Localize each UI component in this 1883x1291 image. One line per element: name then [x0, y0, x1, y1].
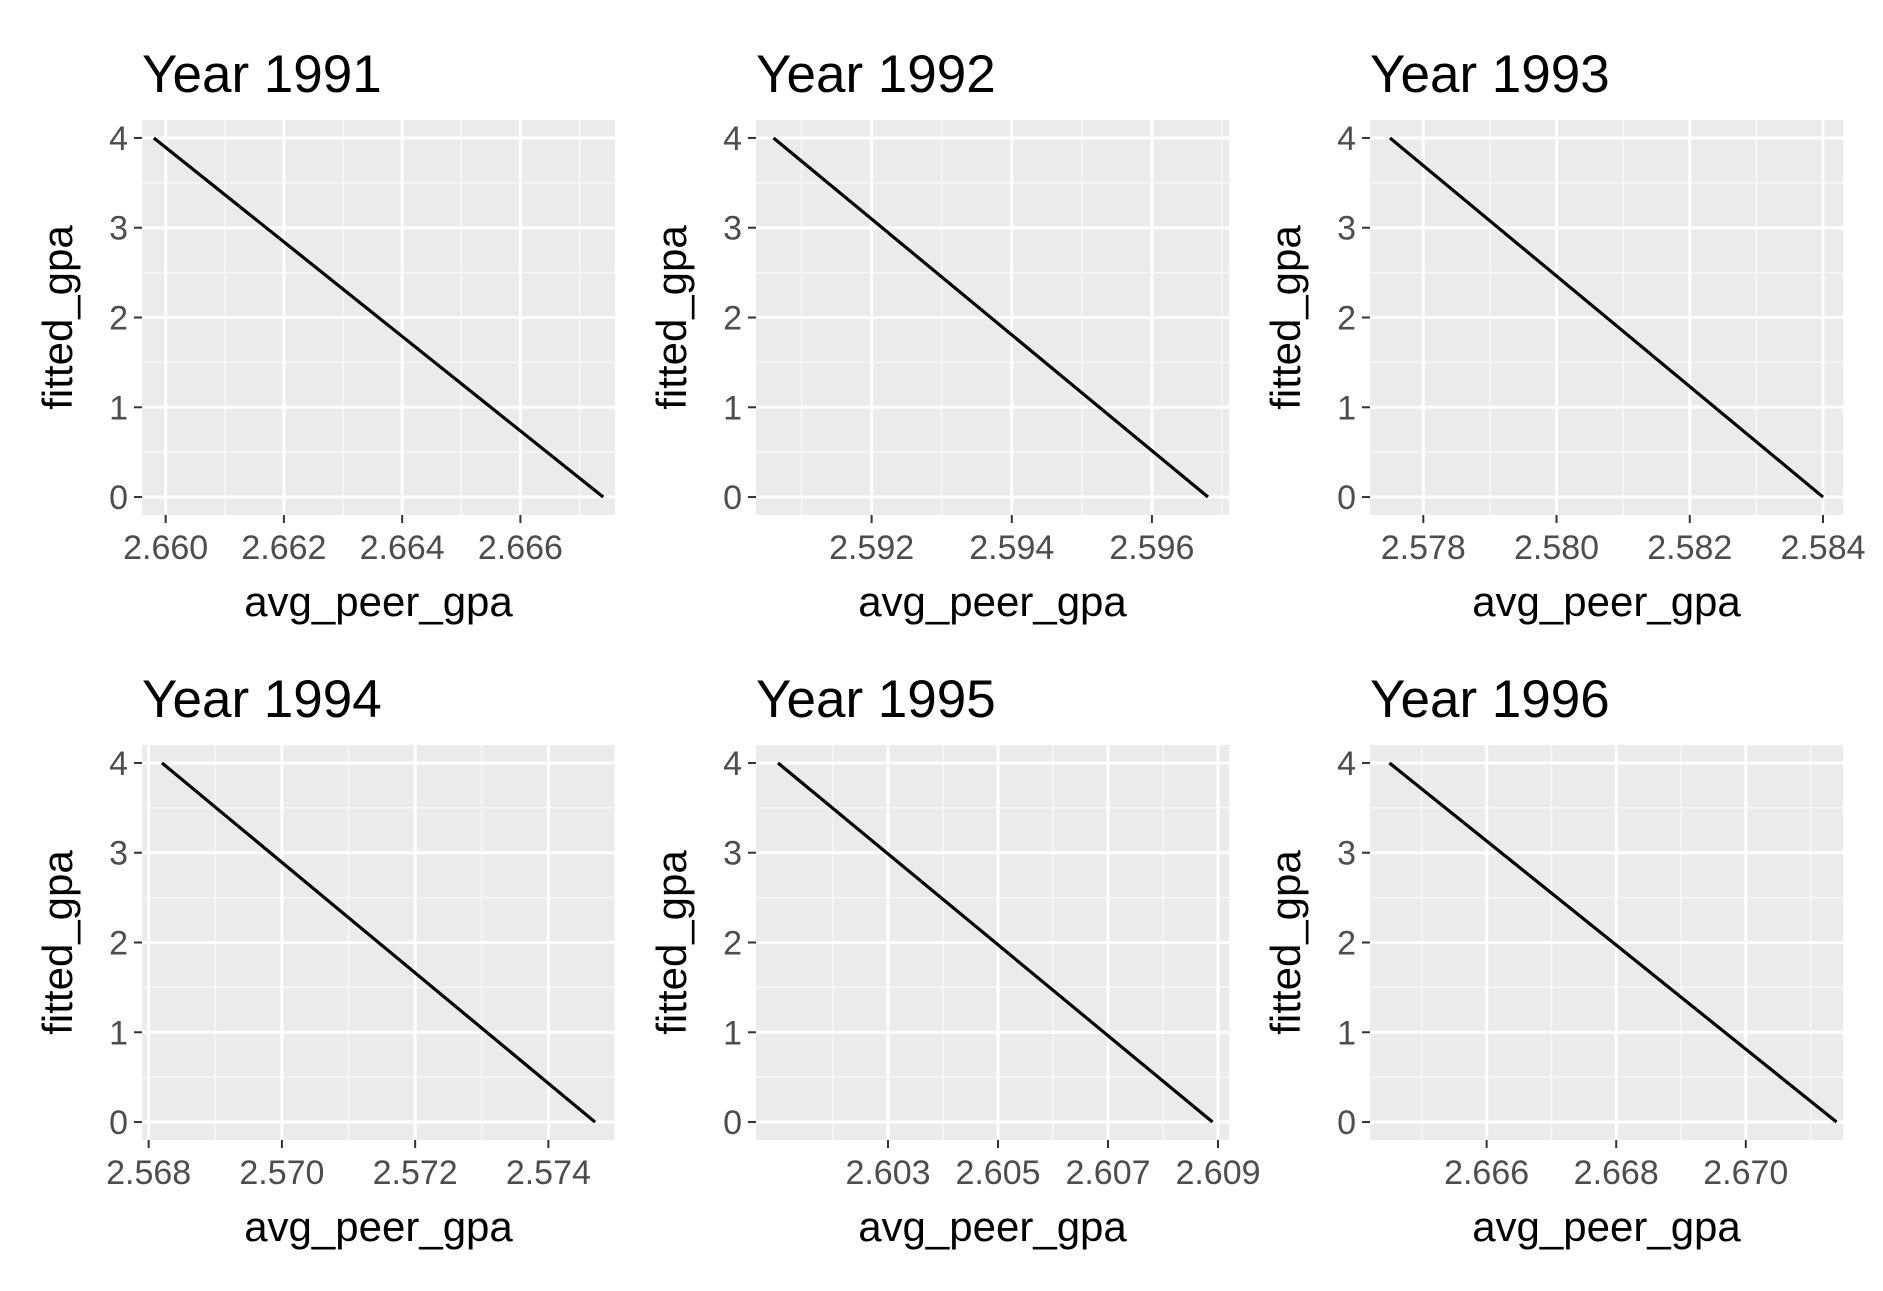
y-tick-label: 4: [723, 745, 742, 783]
panel-plot-area: [142, 120, 615, 515]
x-tick-label: 2.580: [1514, 529, 1599, 567]
x-tick-label: 2.568: [106, 1154, 191, 1192]
y-tick-label: 0: [723, 1104, 742, 1142]
y-axis-title: fitted_gpa: [34, 225, 81, 410]
y-axis-title: fitted_gpa: [648, 850, 695, 1035]
y-axis-title: fitted_gpa: [34, 850, 81, 1035]
x-tick-label: 2.578: [1381, 529, 1466, 567]
y-tick-label: 0: [1337, 1104, 1356, 1142]
x-tick-label: 2.572: [373, 1154, 458, 1192]
y-tick-label: 1: [723, 1014, 742, 1052]
y-tick-label: 1: [109, 1014, 128, 1052]
y-tick-label: 3: [1337, 835, 1356, 873]
y-tick-label: 1: [1337, 389, 1356, 427]
panel-title: Year 1994: [142, 670, 382, 729]
panel-plot-area: [1370, 745, 1843, 1140]
y-axis-title: fitted_gpa: [648, 225, 695, 410]
panel-5: 2.603 2.605 2.607 2.609 0 1 2 3 4 Year 1995 avg_pe…: [648, 670, 1261, 1250]
y-tick-label: 1: [1337, 1014, 1356, 1052]
series-line-1: [772, 136, 1209, 499]
y-tick-label: 4: [109, 120, 128, 158]
x-tick-label: 2.670: [1703, 1154, 1788, 1192]
series-line-1: [776, 761, 1214, 1124]
series-line-1: [1388, 761, 1838, 1124]
x-tick-label: 2.668: [1574, 1154, 1659, 1192]
y-tick-label: 0: [1337, 479, 1356, 517]
x-axis-title: avg_peer_gpa: [858, 578, 1127, 625]
y-tick-label: 3: [109, 210, 128, 248]
x-tick-label: 2.666: [478, 529, 563, 567]
panel-title: Year 1993: [1370, 45, 1610, 104]
panel-1: 2.660 2.662 2.664 2.666 0 1 2 3 4 Year 1991 avg_pe…: [34, 45, 615, 625]
x-tick-label: 2.582: [1647, 529, 1732, 567]
x-tick-label: 2.609: [1175, 1154, 1260, 1192]
x-axis-title: avg_peer_gpa: [858, 1203, 1127, 1250]
y-tick-label: 0: [109, 1104, 128, 1142]
y-tick-label: 2: [109, 925, 128, 963]
panel-2: 2.592 2.594 2.596 0 1 2 3 4 Year 1992 avg_peer_gp…: [648, 45, 1229, 625]
x-tick-label: 2.594: [969, 529, 1054, 567]
y-tick-label: 4: [723, 120, 742, 158]
y-tick-label: 3: [1337, 210, 1356, 248]
y-tick-label: 3: [109, 835, 128, 873]
x-tick-label: 2.574: [506, 1154, 591, 1192]
y-axis-title: fitted_gpa: [1262, 225, 1309, 410]
x-axis-title: avg_peer_gpa: [244, 578, 513, 625]
panel-plot-area: [142, 745, 615, 1140]
y-tick-label: 2: [1337, 300, 1356, 338]
panel-plot-area: [756, 745, 1229, 1140]
panel-4: 2.568 2.570 2.572 2.574 0 1 2 3 4 Year 1994 avg_pe…: [34, 670, 615, 1250]
y-tick-label: 2: [723, 925, 742, 963]
x-axis-title: avg_peer_gpa: [1472, 1203, 1741, 1250]
panel-title: Year 1991: [142, 45, 382, 104]
y-tick-label: 4: [109, 745, 128, 783]
panel-plot-area: [1370, 120, 1843, 515]
y-tick-label: 2: [723, 300, 742, 338]
x-tick-label: 2.596: [1109, 529, 1194, 567]
x-tick-label: 2.605: [955, 1154, 1040, 1192]
y-tick-label: 3: [723, 835, 742, 873]
panel-title: Year 1996: [1370, 670, 1610, 729]
x-tick-label: 2.584: [1780, 529, 1865, 567]
x-tick-label: 2.660: [123, 529, 208, 567]
x-tick-label: 2.592: [829, 529, 914, 567]
y-tick-label: 0: [109, 479, 128, 517]
y-tick-label: 2: [1337, 925, 1356, 963]
y-tick-label: 1: [723, 389, 742, 427]
x-tick-label: 2.666: [1444, 1154, 1529, 1192]
panel-6: 2.666 2.668 2.670 0 1 2 3 4 Year 1996 avg_peer_gp…: [1262, 670, 1843, 1250]
y-tick-label: 3: [723, 210, 742, 248]
y-axis-title: fitted_gpa: [1262, 850, 1309, 1035]
y-tick-label: 4: [1337, 745, 1356, 783]
panel-title: Year 1995: [756, 670, 996, 729]
series-line-1: [160, 761, 597, 1124]
y-tick-label: 2: [109, 300, 128, 338]
panel-3: 2.578 2.580 2.582 2.584 0 1 2 3 4 Year 1993 avg_pe…: [1262, 45, 1866, 625]
x-axis-title: avg_peer_gpa: [244, 1203, 513, 1250]
panel-plot-area: [756, 120, 1229, 515]
x-tick-label: 2.607: [1065, 1154, 1150, 1192]
series-line-1: [152, 136, 605, 499]
x-tick-label: 2.664: [360, 529, 445, 567]
y-tick-label: 1: [109, 389, 128, 427]
x-tick-label: 2.570: [239, 1154, 324, 1192]
panel-title: Year 1992: [756, 45, 996, 104]
y-tick-label: 4: [1337, 120, 1356, 158]
series-line-1: [1388, 136, 1825, 499]
x-axis-title: avg_peer_gpa: [1472, 578, 1741, 625]
x-tick-label: 2.603: [845, 1154, 930, 1192]
x-tick-label: 2.662: [241, 529, 326, 567]
y-tick-label: 0: [723, 479, 742, 517]
